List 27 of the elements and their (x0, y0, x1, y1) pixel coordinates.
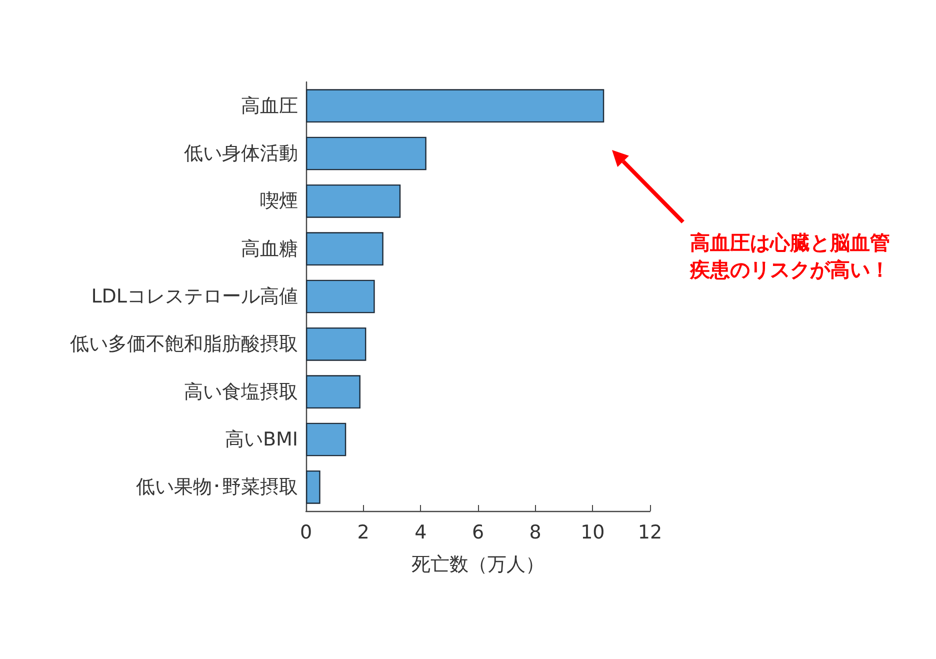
text: 高血圧は心臓と脳血管疾患のリスクが高い！ (689, 230, 890, 282)
y-tick-label: 高いBMI (224, 428, 298, 450)
y-tick-label: 低い身体活動 (184, 142, 298, 164)
x-tick-label: 10 (580, 522, 605, 544)
bar (306, 375, 360, 409)
x-tick-label: 6 (472, 522, 484, 544)
y-tick-label: 低い果物･野菜摂取 (136, 476, 298, 498)
x-tick-label: 4 (414, 522, 427, 544)
x-tick-label: 2 (357, 522, 370, 544)
y-tick-label: 高血糖 (241, 238, 298, 260)
y-tick-label: 高血圧 (241, 94, 298, 117)
bar (306, 184, 401, 218)
bar (306, 327, 366, 361)
bar (306, 280, 375, 314)
bar (306, 470, 320, 504)
x-tick-label: 0 (300, 522, 312, 544)
y-tick-label: 喫煙 (260, 190, 298, 212)
bar (306, 232, 384, 266)
bar (306, 422, 346, 456)
y-tick-label: 低い多価不飽和脂肪酸摂取 (70, 333, 298, 356)
y-tick-label: 高い食塩摂取 (184, 380, 298, 403)
bar (306, 136, 426, 170)
x-axis-title: 死亡数（万人） (412, 554, 544, 576)
x-tick-label: 8 (529, 522, 542, 544)
y-tick-label: LDLコレステロール高値 (91, 286, 298, 308)
bar (306, 89, 604, 123)
x-tick-label: 12 (638, 522, 662, 544)
